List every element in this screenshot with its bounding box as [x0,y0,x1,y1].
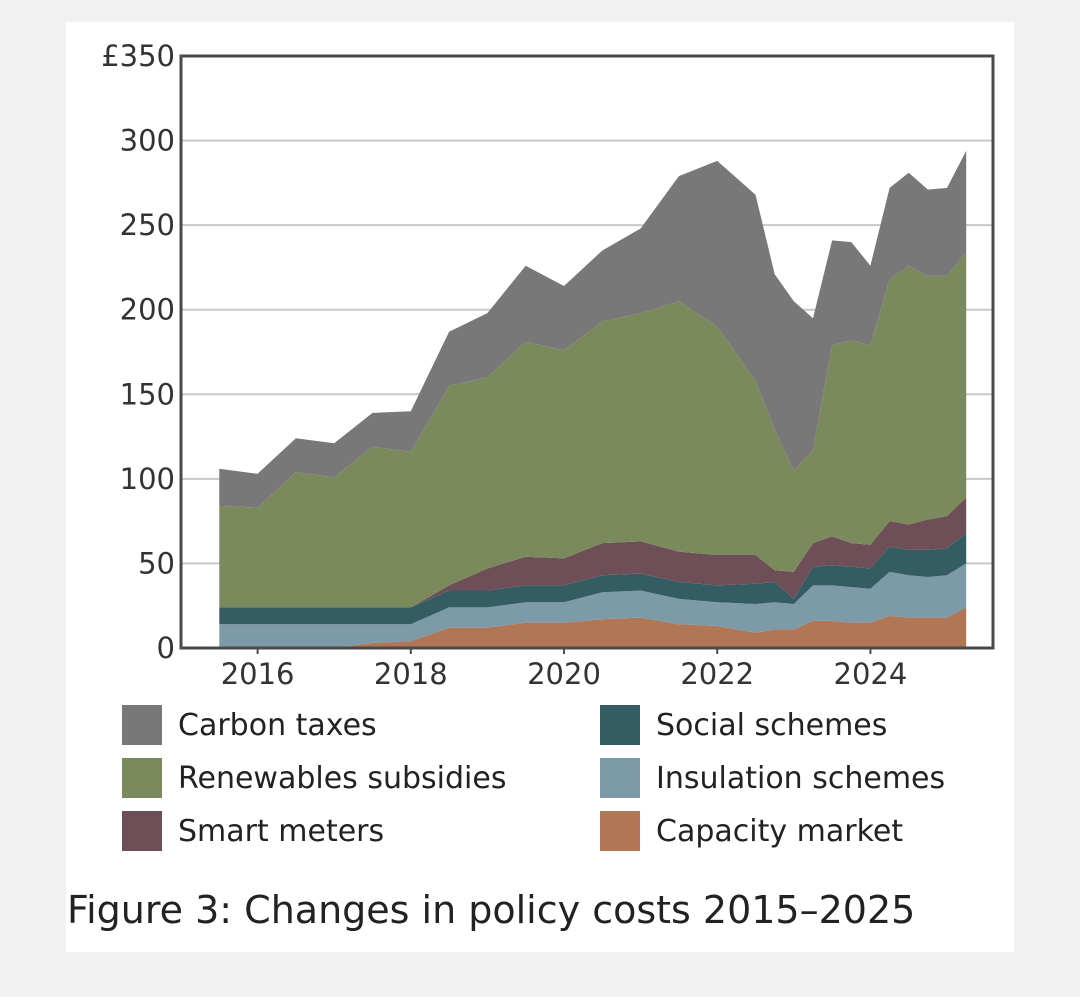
legend-item-renewables-subsidies: Renewables subsidies [122,756,506,800]
legend-swatch [122,758,162,798]
x-tick-label: 2020 [527,657,601,691]
y-tick-label: 300 [120,124,175,158]
x-tick-label: 2016 [221,657,295,691]
figure-caption: Figure 3: Changes in policy costs 2015–2… [67,888,916,932]
legend-label: Social schemes [656,707,888,743]
y-tick-label: 250 [120,208,175,242]
y-tick-label: £350 [101,39,175,73]
legend-swatch [122,705,162,745]
legend-swatch [600,811,640,851]
series-area-renewables-subsidies [219,252,967,608]
legend-item-social-schemes: Social schemes [600,703,887,747]
y-tick-label: 0 [157,631,175,665]
legend-swatch [600,758,640,798]
legend-item-capacity-market: Capacity market [600,809,903,853]
stacked-areas [219,150,967,648]
x-tick-label: 2018 [374,657,448,691]
y-tick-label: 150 [120,377,175,411]
legend-swatch [122,811,162,851]
y-axis-ticks: 0 50 100 150 200 250 300 £350 [101,39,175,665]
legend-item-carbon-taxes: Carbon taxes [122,703,377,747]
y-tick-label: 50 [138,546,175,580]
series-area-carbon-taxes [219,150,967,508]
plot-frame [179,54,995,650]
legend-item-insulation-schemes: Insulation schemes [600,756,945,800]
legend-label: Capacity market [656,813,904,849]
legend-label: Renewables subsidies [178,760,507,796]
legend-label: Smart meters [178,813,385,849]
y-tick-label: 100 [120,462,175,496]
legend-swatch [600,705,640,745]
x-axis-ticks: 2016 2018 2020 2022 2024 [221,648,908,691]
series-area-insulation-schemes [219,563,967,648]
x-tick-label: 2024 [834,657,908,691]
legend-label: Insulation schemes [656,760,946,796]
legend-label: Carbon taxes [178,707,377,743]
y-tick-label: 200 [120,293,175,327]
x-tick-label: 2022 [680,657,754,691]
series-area-social-schemes [219,533,967,625]
series-area-smart-meters [219,497,967,608]
legend-item-smart-meters: Smart meters [122,809,384,853]
series-area-capacity-market [219,607,967,648]
